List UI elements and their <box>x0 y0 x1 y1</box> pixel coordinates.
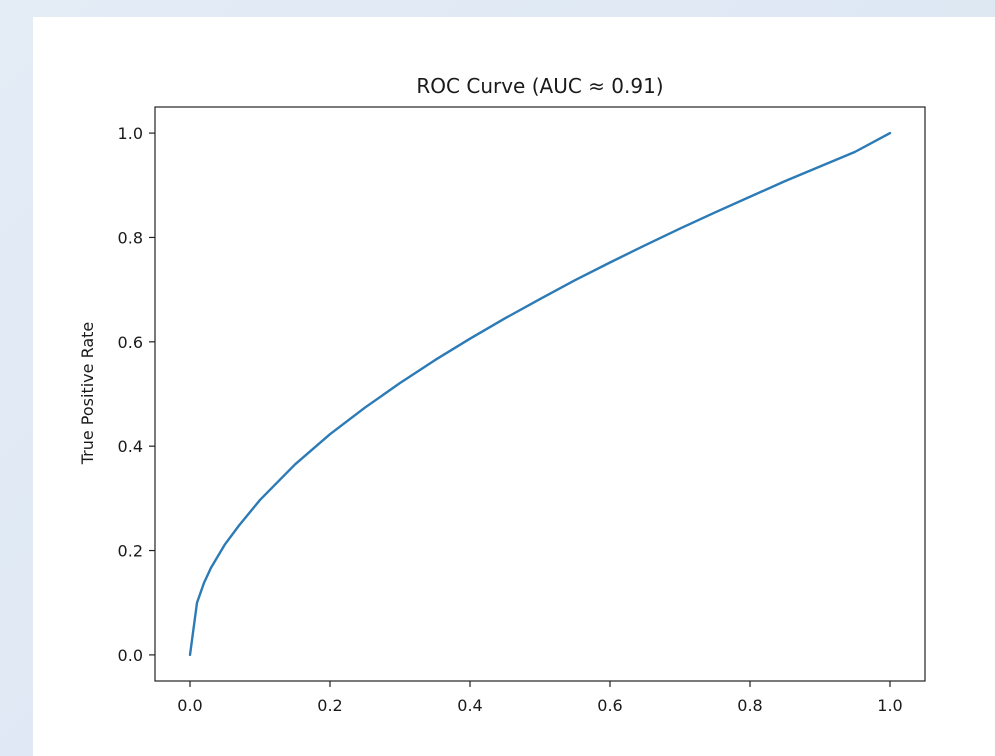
roc-chart: ROC Curve (AUC ≈ 0.91) True Positive Rat… <box>78 74 926 715</box>
y-tick-label: 0.0 <box>118 646 143 665</box>
plot-area <box>188 131 892 657</box>
y-tick-label: 0.2 <box>118 542 143 561</box>
chart-title: ROC Curve (AUC ≈ 0.91) <box>416 74 663 98</box>
x-axis: 0.0 0.2 0.4 0.6 0.8 1.0 <box>177 681 903 715</box>
x-tick-label: 0.4 <box>457 696 482 715</box>
y-tick-label: 0.8 <box>118 228 143 247</box>
chart-figure: ROC Curve (AUC ≈ 0.91) True Positive Rat… <box>33 17 995 756</box>
y-axis-label: True Positive Rate <box>78 322 97 466</box>
y-tick-label: 0.4 <box>118 437 143 456</box>
x-tick-label: 0.2 <box>317 696 342 715</box>
x-tick-label: 0.0 <box>177 696 202 715</box>
roc-curve-line <box>188 131 892 657</box>
y-axis-label-group: True Positive Rate <box>78 322 97 466</box>
y-axis: 0.0 0.2 0.4 0.6 0.8 1.0 <box>118 124 155 665</box>
y-tick-label: 0.6 <box>118 333 143 352</box>
y-tick-label: 1.0 <box>118 124 143 143</box>
x-tick-label: 1.0 <box>877 696 902 715</box>
x-tick-label: 0.8 <box>737 696 762 715</box>
x-tick-label: 0.6 <box>597 696 622 715</box>
axes-frame <box>154 106 926 682</box>
